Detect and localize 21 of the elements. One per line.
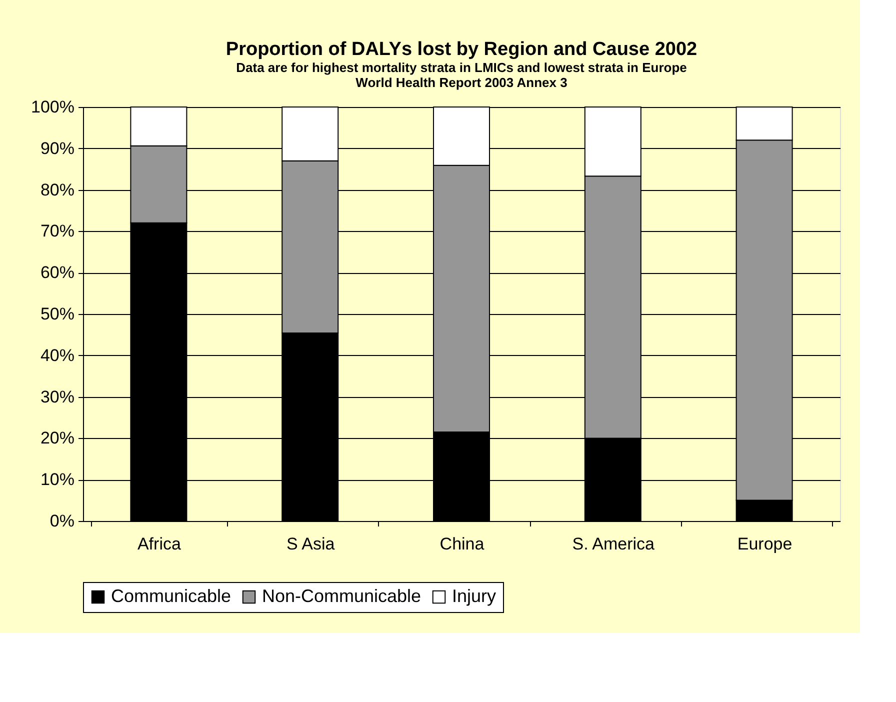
y-tick-label: 30% (40, 387, 74, 406)
legend-label: Non-Communicable (262, 586, 422, 606)
x-tick-label: China (440, 534, 485, 554)
x-tick-label: S. America (572, 534, 656, 554)
x-tick-label: Europe (737, 534, 792, 554)
y-tick-label: 50% (40, 304, 74, 324)
x-tick-label: Africa (137, 534, 182, 554)
chart-subtitle: Data are for highest mortality strata in LMICs and lowest strata in Europe World Health Report 2003 Annex 3 (236, 60, 687, 90)
y-tick-label: 60% (40, 263, 74, 282)
y-tick-label: 20% (40, 428, 74, 448)
y-tick-label: 10% (40, 470, 74, 490)
y-tick-label: 80% (40, 180, 74, 200)
chart-title: Proportion of DALYs lost by Region and Cause 2002 (226, 39, 698, 60)
y-tick-label: 70% (40, 222, 74, 241)
y-tick-label: 0% (50, 512, 74, 530)
y-tick-label: 90% (40, 138, 74, 158)
y-tick-label: 100% (31, 98, 74, 116)
y-tick-label: 40% (40, 346, 74, 365)
legend-label: Injury (452, 586, 496, 606)
x-tick-label: S Asia (286, 534, 336, 554)
legend-label: Communicable (111, 586, 232, 606)
